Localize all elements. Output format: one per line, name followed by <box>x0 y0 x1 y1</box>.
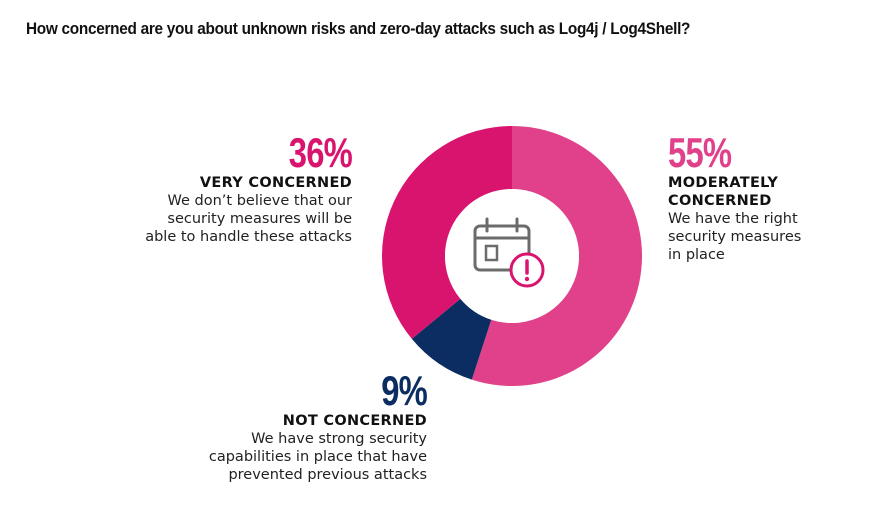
desc-line-not-2: capabilities in place that have <box>208 449 427 465</box>
desc-line-moderate-1: We have the right <box>668 211 798 227</box>
callout-not-concerned: 9% NOT CONCERNED We have strong security… <box>127 367 428 484</box>
callout-very-concerned: 36% VERY CONCERNED We don’t believe that… <box>52 129 353 246</box>
chart-title: How concerned are you about unknown risk… <box>26 20 691 38</box>
donut-chart <box>382 126 642 386</box>
percent-label-moderate: 55% <box>668 129 732 176</box>
donut-hole <box>445 189 579 323</box>
desc-line-not-1: We have strong security <box>251 431 427 447</box>
calendar-alert-icon <box>473 217 545 288</box>
desc-line-very-3: able to handle these attacks <box>145 229 352 245</box>
slice-very <box>382 126 512 339</box>
category-label-very: VERY CONCERNED <box>199 175 352 191</box>
percent-label-very: 36% <box>288 129 353 176</box>
category-label-moderate-1: MODERATELY <box>668 175 779 191</box>
desc-line-moderate-2: security measures <box>668 229 802 245</box>
category-label-moderate-2: CONCERNED <box>668 193 772 209</box>
desc-line-very-2: security measures will be <box>167 211 352 227</box>
slice-not <box>411 298 492 380</box>
percent-label-not: 9% <box>381 367 428 414</box>
desc-line-moderate-3: in place <box>668 247 725 263</box>
desc-line-not-3: prevented previous attacks <box>228 467 427 483</box>
desc-line-very-1: We don’t believe that our <box>167 193 352 209</box>
callout-moderately-concerned: 55% MODERATELY CONCERNED We have the rig… <box>668 132 868 264</box>
category-label-not: NOT CONCERNED <box>282 413 427 429</box>
donut-slices <box>382 126 642 386</box>
slice-moderate <box>471 126 642 386</box>
